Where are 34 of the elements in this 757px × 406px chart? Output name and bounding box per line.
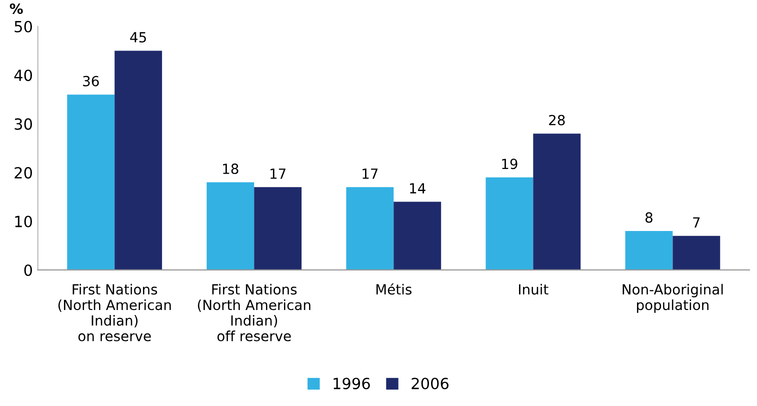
data-label: 36 [83, 76, 99, 86]
x-tick-label: First Nations (North American Indian) off reserve [198, 284, 310, 342]
y-tick-label: 10 [15, 216, 32, 228]
data-label: 18 [223, 164, 238, 174]
legend-label: 2006 [412, 378, 448, 390]
bar [206, 182, 254, 270]
data-label: 17 [270, 168, 286, 179]
bar [346, 187, 394, 270]
bar [394, 202, 442, 270]
y-tick-label: 30 [14, 118, 32, 130]
data-label: 14 [410, 183, 426, 194]
y-tick-label: 20 [14, 167, 32, 179]
x-tick-label: Inuit [519, 284, 548, 295]
legend-label: 1996 [334, 378, 370, 390]
data-label: 8 [645, 212, 652, 223]
bar [114, 50, 162, 270]
bar [486, 177, 534, 270]
y-tick-label: 0 [24, 264, 32, 276]
x-tick-label: Métis [376, 283, 412, 295]
bar [672, 236, 720, 270]
y-axis-title: % [10, 3, 23, 14]
bar [533, 134, 581, 270]
x-tick-label: First Nations (North American Indian) on reserve [58, 284, 171, 342]
data-label: 17 [362, 168, 378, 179]
y-tick-label: 50 [14, 20, 32, 32]
x-tick-label: Non-Aboriginal population [622, 284, 723, 313]
data-label: 19 [502, 158, 518, 170]
bar [67, 94, 115, 270]
data-label: 45 [130, 32, 146, 43]
data-label: 28 [549, 114, 565, 126]
data-label: 7 [693, 217, 700, 228]
y-tick-label: 40 [14, 70, 32, 82]
bar [625, 231, 673, 270]
bar [254, 187, 302, 270]
